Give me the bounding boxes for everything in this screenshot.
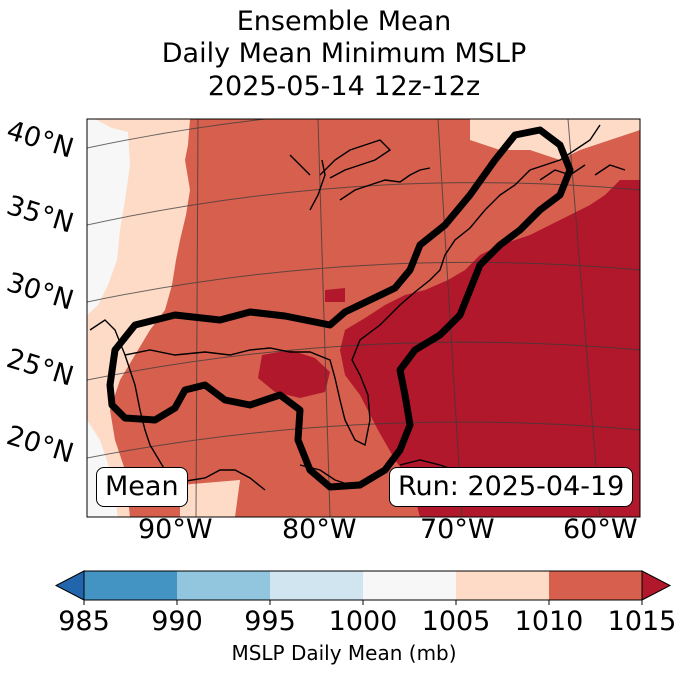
colorbar-bin-995-1000 — [270, 571, 364, 600]
lon-label-80w: 80°W — [282, 514, 357, 545]
colorbar-bin-1005-1010 — [456, 571, 550, 600]
colorbar-tick-label: 985 — [58, 606, 110, 637]
colorbar-bin-985-990 — [84, 571, 178, 600]
colorbar-tick-label: 1010 — [514, 606, 584, 637]
colorbar-bin-990-995 — [177, 571, 271, 600]
lon-label-60w: 60°W — [563, 514, 638, 545]
pressure-region-1005-1010-south — [180, 480, 240, 517]
pressure-region-above-1015 — [340, 180, 640, 517]
pressure-region-above-1015-patch — [325, 288, 345, 302]
mean-label-box: Mean — [96, 467, 188, 507]
pressure-contour — [106, 126, 574, 491]
colorbar-under-triangle — [54, 570, 85, 601]
colorbar-tick-label: 1000 — [328, 606, 398, 637]
colorbar-tick-label: 1005 — [421, 606, 491, 637]
run-date-box: Run: 2025-04-19 — [389, 467, 634, 507]
title-line-3: 2025-05-14 12z-12z — [207, 71, 481, 102]
lon-label-90w: 90°W — [138, 514, 213, 545]
colorbar-bin-1010-1015 — [549, 571, 643, 600]
colorbar-tick-label: 995 — [244, 606, 296, 637]
pressure-region-below-1005 — [87, 119, 130, 315]
pressure-region-above-1015-gulf — [258, 350, 330, 398]
title-line-2: Daily Mean Minimum MSLP — [161, 38, 527, 69]
colorbar-tick-label: 1015 — [607, 606, 677, 637]
colorbar-tick-label: 990 — [151, 606, 203, 637]
map-frame — [86, 118, 641, 518]
colorbar-label: MSLP Daily Mean (mb) — [231, 641, 457, 665]
title-line-1: Ensemble Mean — [236, 6, 452, 37]
colorbar-over-triangle — [641, 570, 672, 601]
lon-label-70w: 70°W — [420, 514, 495, 545]
colorbar-bin-1000-1005 — [363, 571, 457, 600]
